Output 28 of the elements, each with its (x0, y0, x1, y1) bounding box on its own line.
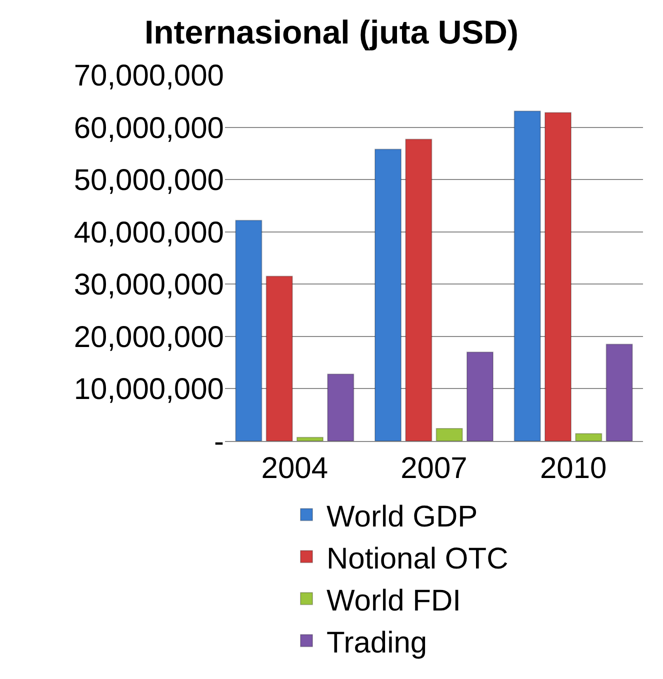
bar (296, 436, 324, 441)
bar (266, 276, 293, 441)
y-tick-label: - (214, 426, 224, 458)
bar (606, 344, 633, 441)
y-tick-label: 60,000,000 (74, 112, 224, 145)
legend-label: Trading (326, 626, 428, 660)
x-tick-label: 2010 (540, 452, 607, 485)
y-tick-label: 20,000,000 (74, 320, 224, 354)
bar (436, 428, 463, 441)
bar (235, 220, 262, 441)
bar (405, 138, 432, 441)
chart-title: Internasional (juta USD) (144, 13, 519, 50)
x-tick-label: 2007 (400, 452, 468, 485)
x-tick-label: 2004 (261, 452, 328, 485)
legend-label: Notional OTC (326, 542, 508, 576)
bar (575, 433, 602, 441)
bar (327, 374, 354, 441)
legend-label: World GDP (326, 500, 478, 534)
y-tick-label: 50,000,000 (74, 164, 224, 198)
legend-label: World FDI (326, 584, 461, 618)
bar (514, 110, 541, 441)
y-tick-label: 30,000,000 (74, 268, 224, 302)
y-tick-label: 40,000,000 (74, 216, 224, 250)
bar (466, 352, 494, 441)
y-tick-label: 10,000,000 (74, 373, 224, 406)
y-tick-label: 70,000,000 (74, 60, 224, 92)
bar (374, 148, 402, 441)
bar (544, 112, 572, 441)
